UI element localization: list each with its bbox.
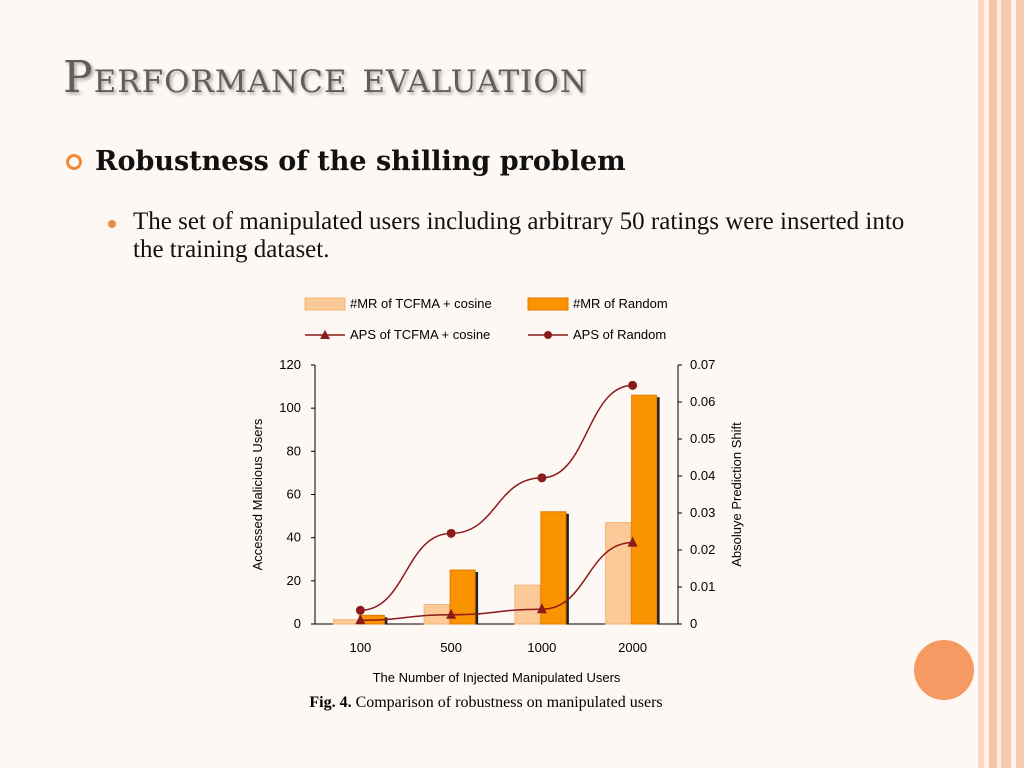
- decorative-stripes: [978, 0, 1024, 768]
- y-tick-label-0: 0: [294, 616, 301, 631]
- x-tick-label-3: 2000: [618, 640, 647, 655]
- marker-3-2: [537, 473, 547, 483]
- marker-3-1: [446, 528, 456, 538]
- y-tick-label-3: 60: [287, 487, 301, 502]
- marker-2-1: [446, 608, 457, 619]
- y2-tick-label-3: 0.03: [690, 505, 715, 520]
- y-tick-label-4: 80: [287, 443, 301, 458]
- sub-bullet: The set of manipulated users including a…: [108, 208, 928, 264]
- caption-text: Comparison of robustness on manipulated …: [355, 694, 663, 711]
- y2-tick-label-5: 0.05: [690, 431, 715, 446]
- dot-bullet-icon: [108, 220, 116, 228]
- bar-shadow-1-2: [565, 513, 569, 624]
- bar-shadow-1-1: [475, 572, 479, 624]
- marker-2-3: [627, 536, 638, 547]
- bar-1-3: [631, 394, 658, 625]
- legend-label-2: APS of TCFMA + cosine: [350, 327, 490, 342]
- y2-tick-label-2: 0.02: [690, 542, 715, 557]
- legend-swatch-0: [304, 297, 346, 311]
- caption-label: Fig. 4.: [309, 694, 352, 711]
- sub-bullet-text: The set of manipulated users including a…: [133, 208, 905, 263]
- marker-3-0: [355, 605, 365, 615]
- x-tick-label-1: 500: [440, 640, 462, 655]
- y2-tick-label-7: 0.07: [690, 357, 715, 372]
- legend-swatch-1: [527, 297, 569, 311]
- figure-caption: Fig. 4. Comparison of robustness on mani…: [0, 694, 972, 712]
- y2-tick-label-0: 0: [690, 616, 697, 631]
- slide-title: Performance evaluation: [63, 52, 588, 103]
- bar-shadow-1-0: [384, 617, 388, 624]
- y-tick-label-5: 100: [279, 400, 301, 415]
- legend-marker-2: [320, 330, 330, 339]
- marker-2-0: [355, 614, 366, 625]
- y-tick-label-2: 40: [287, 530, 301, 545]
- bar-shadow-1-3: [656, 397, 660, 624]
- x-axis-title: The Number of Injected Manipulated Users: [373, 670, 621, 685]
- y-axis-title: Accessed Malicious Users: [250, 418, 265, 570]
- marker-3-3: [628, 380, 638, 390]
- bar-0-3: [605, 522, 632, 625]
- legend-label-0: #MR of TCFMA + cosine: [350, 296, 492, 311]
- bar-0-2: [514, 584, 541, 625]
- x-tick-label-2: 1000: [527, 640, 556, 655]
- legend-marker-3: [544, 331, 552, 339]
- y2-tick-label-4: 0.04: [690, 468, 715, 483]
- y2-tick-label-6: 0.06: [690, 394, 715, 409]
- legend-label-3: APS of Random: [573, 327, 666, 342]
- main-bullet: Robustness of the shilling problem: [66, 146, 626, 177]
- main-bullet-text: Robustness of the shilling problem: [95, 146, 626, 177]
- y-tick-label-1: 20: [287, 573, 301, 588]
- legend-label-1: #MR of Random: [573, 296, 668, 311]
- decorative-orange-circle: [914, 640, 974, 700]
- x-tick-label-0: 100: [350, 640, 372, 655]
- robustness-chart: #MR of TCFMA + cosine #MR of Random APS of…: [250, 296, 744, 685]
- y2-tick-label-1: 0.01: [690, 579, 715, 594]
- line-2: [360, 541, 633, 622]
- ring-bullet-icon: [66, 153, 82, 170]
- line-3: [360, 384, 633, 612]
- bar-0-0: [332, 619, 359, 625]
- marker-2-2: [536, 603, 547, 614]
- y2-axis-title: Absoluye Prediction Shift: [729, 422, 744, 567]
- bar-1-2: [540, 511, 567, 625]
- y-tick-label-6: 120: [279, 357, 301, 372]
